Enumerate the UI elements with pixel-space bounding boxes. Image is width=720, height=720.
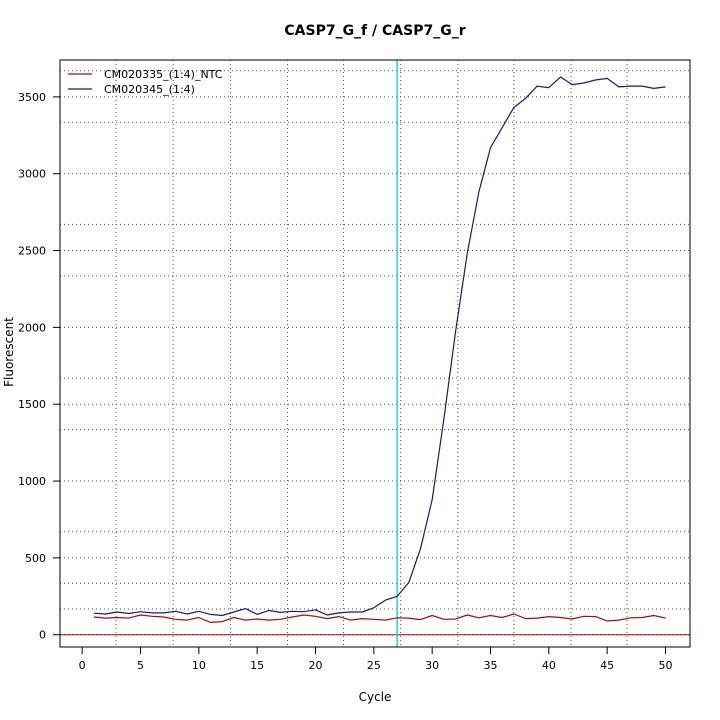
x-tick-label: 5 (137, 659, 144, 672)
x-tick-label: 15 (250, 659, 264, 672)
chart-title: CASP7_G_f / CASP7_G_r (284, 23, 465, 39)
x-tick-label: 0 (79, 659, 86, 672)
x-tick-label: 25 (367, 659, 381, 672)
axes: 0 5 10 15 20 25 30 35 40 45 5005001000150020002500… (18, 91, 673, 672)
y-tick-label: 0 (39, 629, 46, 642)
y-axis-label: Fluorescent (2, 317, 16, 387)
x-tick-label: 40 (542, 659, 556, 672)
legend-entry-1: CM020335_(1:4)_NTC (104, 68, 223, 81)
x-axis-label: Cycle (359, 690, 392, 704)
x-tick-label: 20 (309, 659, 323, 672)
grid-lines (60, 60, 690, 647)
y-tick-label: 500 (25, 552, 46, 565)
series-lines (93, 76, 666, 624)
y-tick-label: 2000 (18, 321, 46, 334)
x-tick-label: 45 (600, 659, 614, 672)
x-tick-label: 50 (659, 659, 673, 672)
y-tick-label: 3500 (18, 91, 46, 104)
x-tick-label: 10 (192, 659, 206, 672)
reference-lines (60, 60, 690, 647)
x-tick-label: 30 (425, 659, 439, 672)
y-tick-label: 3000 (18, 168, 46, 181)
x-tick-label: 35 (484, 659, 498, 672)
legend: CM020335_(1:4)_NTC CM020345_(1:4) (68, 68, 223, 96)
y-tick-label: 2500 (18, 245, 46, 258)
legend-entry-2: CM020345_(1:4) (104, 83, 195, 96)
series-line-1 (93, 613, 666, 624)
y-tick-label: 1500 (18, 398, 46, 411)
series-line-2 (93, 76, 666, 617)
y-tick-label: 1000 (18, 475, 46, 488)
